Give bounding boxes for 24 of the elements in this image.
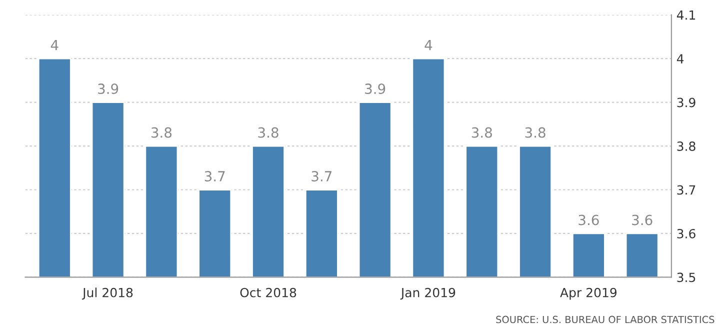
y-tick-label: 3.9: [677, 98, 696, 108]
data-label: 3.7: [312, 171, 332, 182]
y-tick-label: 3.6: [677, 228, 696, 238]
data-label: 3.8: [472, 127, 492, 138]
y-tick-label: 3.8: [677, 141, 696, 151]
data-label: 3.8: [525, 127, 546, 138]
data-label: 3.7: [204, 171, 225, 182]
x-tick-label: Oct 2018: [240, 288, 296, 298]
y-tick-label: 3.7: [677, 185, 696, 195]
y-tick-label: 4.1: [676, 10, 696, 20]
data-label: 4: [50, 40, 58, 50]
x-tick-label: Jan 2019: [400, 288, 456, 300]
data-label: 3.8: [258, 127, 278, 138]
data-label: 4: [424, 40, 432, 50]
source-note: SOURCE: U.S. BUREAU OF LABOR STATISTICS: [496, 316, 714, 324]
data-label: 3.6: [632, 214, 652, 226]
y-tick-label: 4: [676, 54, 684, 64]
x-tick-label: Apr 2019: [560, 288, 617, 300]
x-tick-label: Jul 2018: [82, 288, 133, 300]
data-label: 3.9: [98, 84, 118, 94]
data-label: 3.8: [151, 127, 172, 138]
y-tick-label: 3.5: [677, 272, 696, 282]
data-label: 3.6: [578, 214, 599, 226]
data-label: 3.9: [365, 84, 386, 94]
